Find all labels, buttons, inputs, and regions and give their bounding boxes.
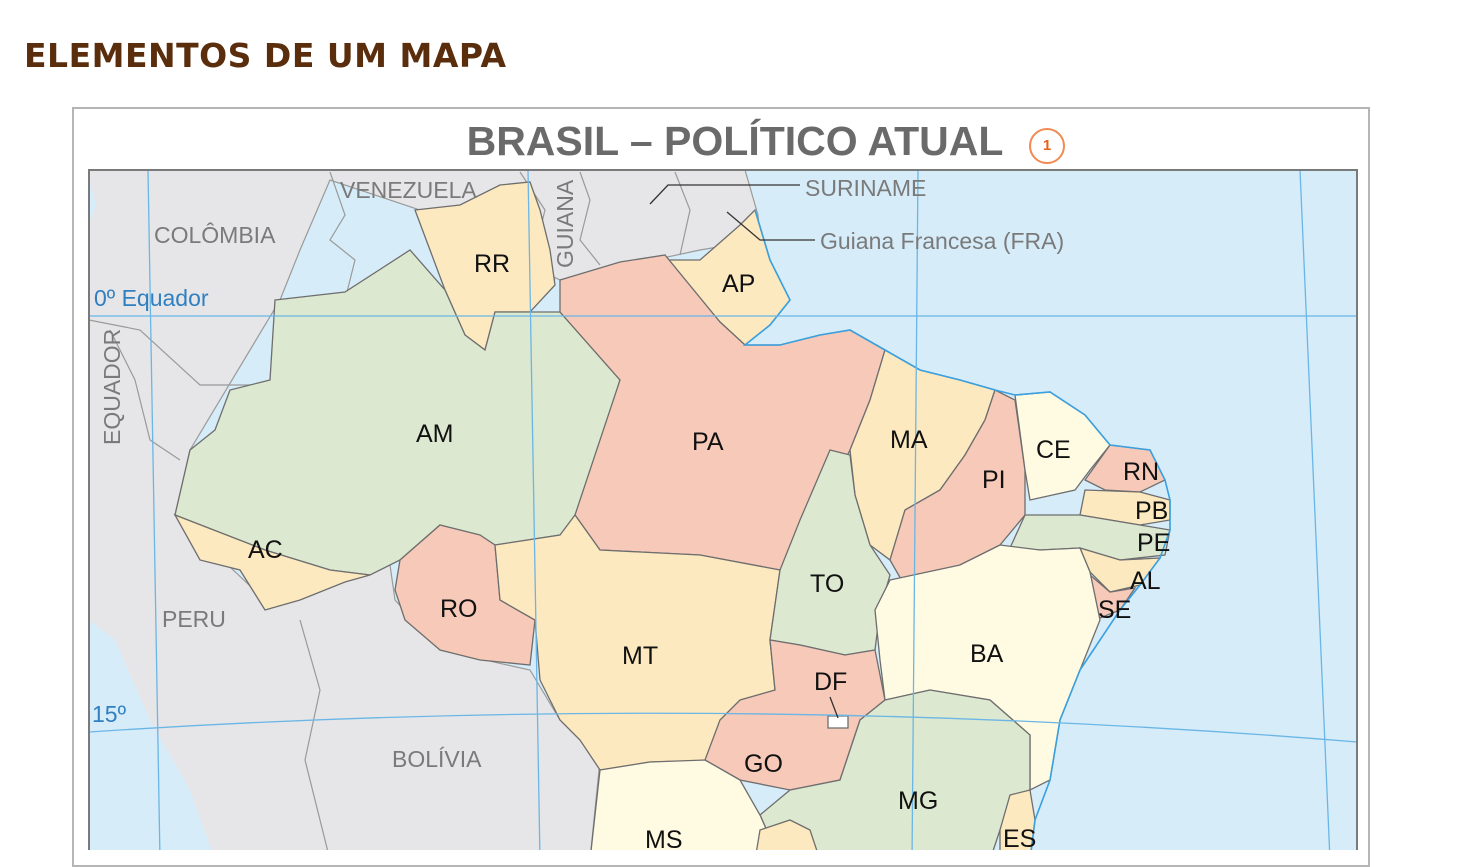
label-rn: RN	[1123, 458, 1159, 486]
state-df	[827, 715, 849, 729]
label-colombia: COLÔMBIA	[154, 221, 276, 248]
label-bolivia: BOLÍVIA	[392, 746, 482, 772]
label-ap: AP	[722, 270, 755, 298]
label-mt: MT	[622, 642, 658, 670]
coordinate-grid	[89, 170, 1357, 850]
pacific-ocean-north	[89, 180, 96, 225]
label-lat-15: 15º	[92, 701, 127, 727]
label-al: AL	[1130, 567, 1161, 595]
label-es: ES	[1003, 825, 1036, 850]
leader-lines	[649, 184, 839, 719]
state-mg	[759, 689, 1031, 850]
label-ro: RO	[440, 595, 478, 623]
state-es	[999, 789, 1036, 850]
label-ac: AC	[248, 536, 283, 564]
label-ms: MS	[645, 826, 683, 850]
label-pi: PI	[982, 466, 1006, 494]
number-badge: 1	[1029, 128, 1065, 164]
label-se: SE	[1098, 596, 1131, 624]
label-go: GO	[744, 750, 783, 778]
coastline	[742, 209, 1171, 850]
label-ba: BA	[970, 640, 1004, 668]
label-ce: CE	[1036, 436, 1071, 464]
state-ms	[590, 759, 777, 850]
map-border	[88, 169, 1358, 850]
label-df: DF	[814, 668, 847, 696]
state-ro	[394, 524, 536, 666]
label-to: TO	[810, 570, 844, 598]
label-suriname: SURINAME	[805, 175, 926, 201]
coordinate-labels: 0º Equador 15º	[92, 285, 209, 727]
label-ma: MA	[890, 426, 928, 454]
label-peru: PERU	[162, 606, 226, 632]
state-labels: RR AP AM PA MA CE RN PB PE AL SE PI AC R…	[248, 250, 1170, 850]
label-equador: EQUADOR	[99, 329, 125, 445]
label-pb: PB	[1135, 497, 1168, 525]
states	[173, 181, 1171, 850]
label-venezuela: VENEZUELA	[340, 177, 477, 203]
pacific-ocean	[89, 620, 212, 850]
label-equator: 0º Equador	[94, 285, 209, 311]
label-am: AM	[416, 420, 454, 448]
label-guiana: GUIANA	[552, 179, 578, 268]
label-guiana-francesa: Guiana Francesa (FRA)	[820, 228, 1064, 254]
map-title: BRASIL – POLÍTICO ATUAL	[466, 118, 1004, 164]
label-pe: PE	[1137, 529, 1170, 557]
state-sp-edge	[756, 819, 818, 850]
label-mg: MG	[898, 787, 938, 815]
country-labels: VENEZUELA GUIANA SURINAME Guiana Frances…	[99, 175, 1064, 772]
label-rr: RR	[474, 250, 510, 278]
state-ac	[173, 513, 371, 611]
page-heading: ELEMENTOS DE UM MAPA	[24, 36, 507, 75]
label-pa: PA	[692, 428, 724, 456]
